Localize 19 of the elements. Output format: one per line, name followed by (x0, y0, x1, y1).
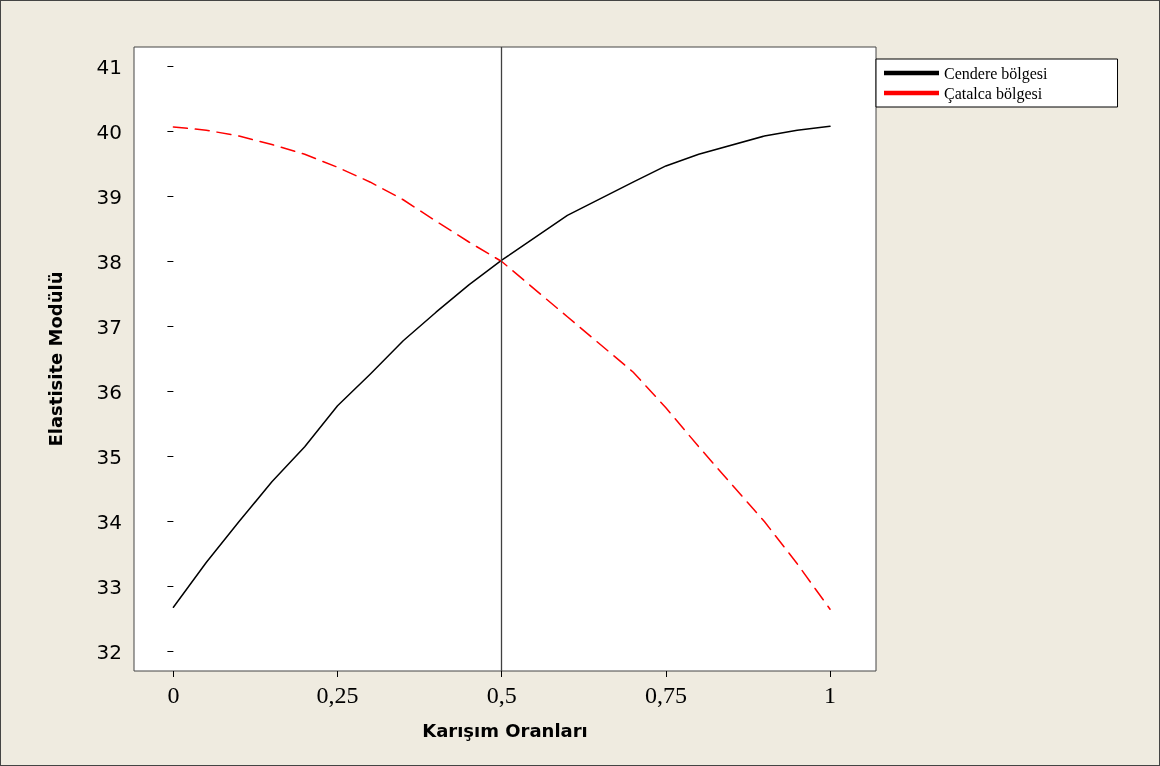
x-axis-title: Karışım Oranları (422, 719, 588, 741)
y-tick-label: 41 (96, 54, 122, 79)
y-tick-label: 40 (96, 119, 122, 144)
y-tick-label: 38 (96, 249, 122, 274)
x-tick-label: 0,75 (644, 682, 687, 708)
x-tick-label: 1 (824, 682, 837, 708)
y-tick-label: 35 (96, 444, 122, 469)
y-tick-label: 37 (96, 314, 122, 339)
x-tick-label: 0,25 (316, 682, 359, 708)
y-tick-label: 34 (96, 509, 122, 534)
x-tick-label: 0 (167, 682, 180, 708)
legend-label: Çatalca bölgesi (944, 84, 1043, 103)
y-axis-title: Elastisite Modülü (44, 271, 66, 447)
y-tick-label: 33 (96, 574, 122, 599)
x-tick-label: 0,5 (486, 682, 517, 708)
y-tick-label: 36 (96, 379, 122, 404)
y-tick-label: 39 (96, 184, 122, 209)
y-tick-label: 32 (96, 639, 122, 664)
legend-label: Cendere bölgesi (944, 64, 1049, 83)
